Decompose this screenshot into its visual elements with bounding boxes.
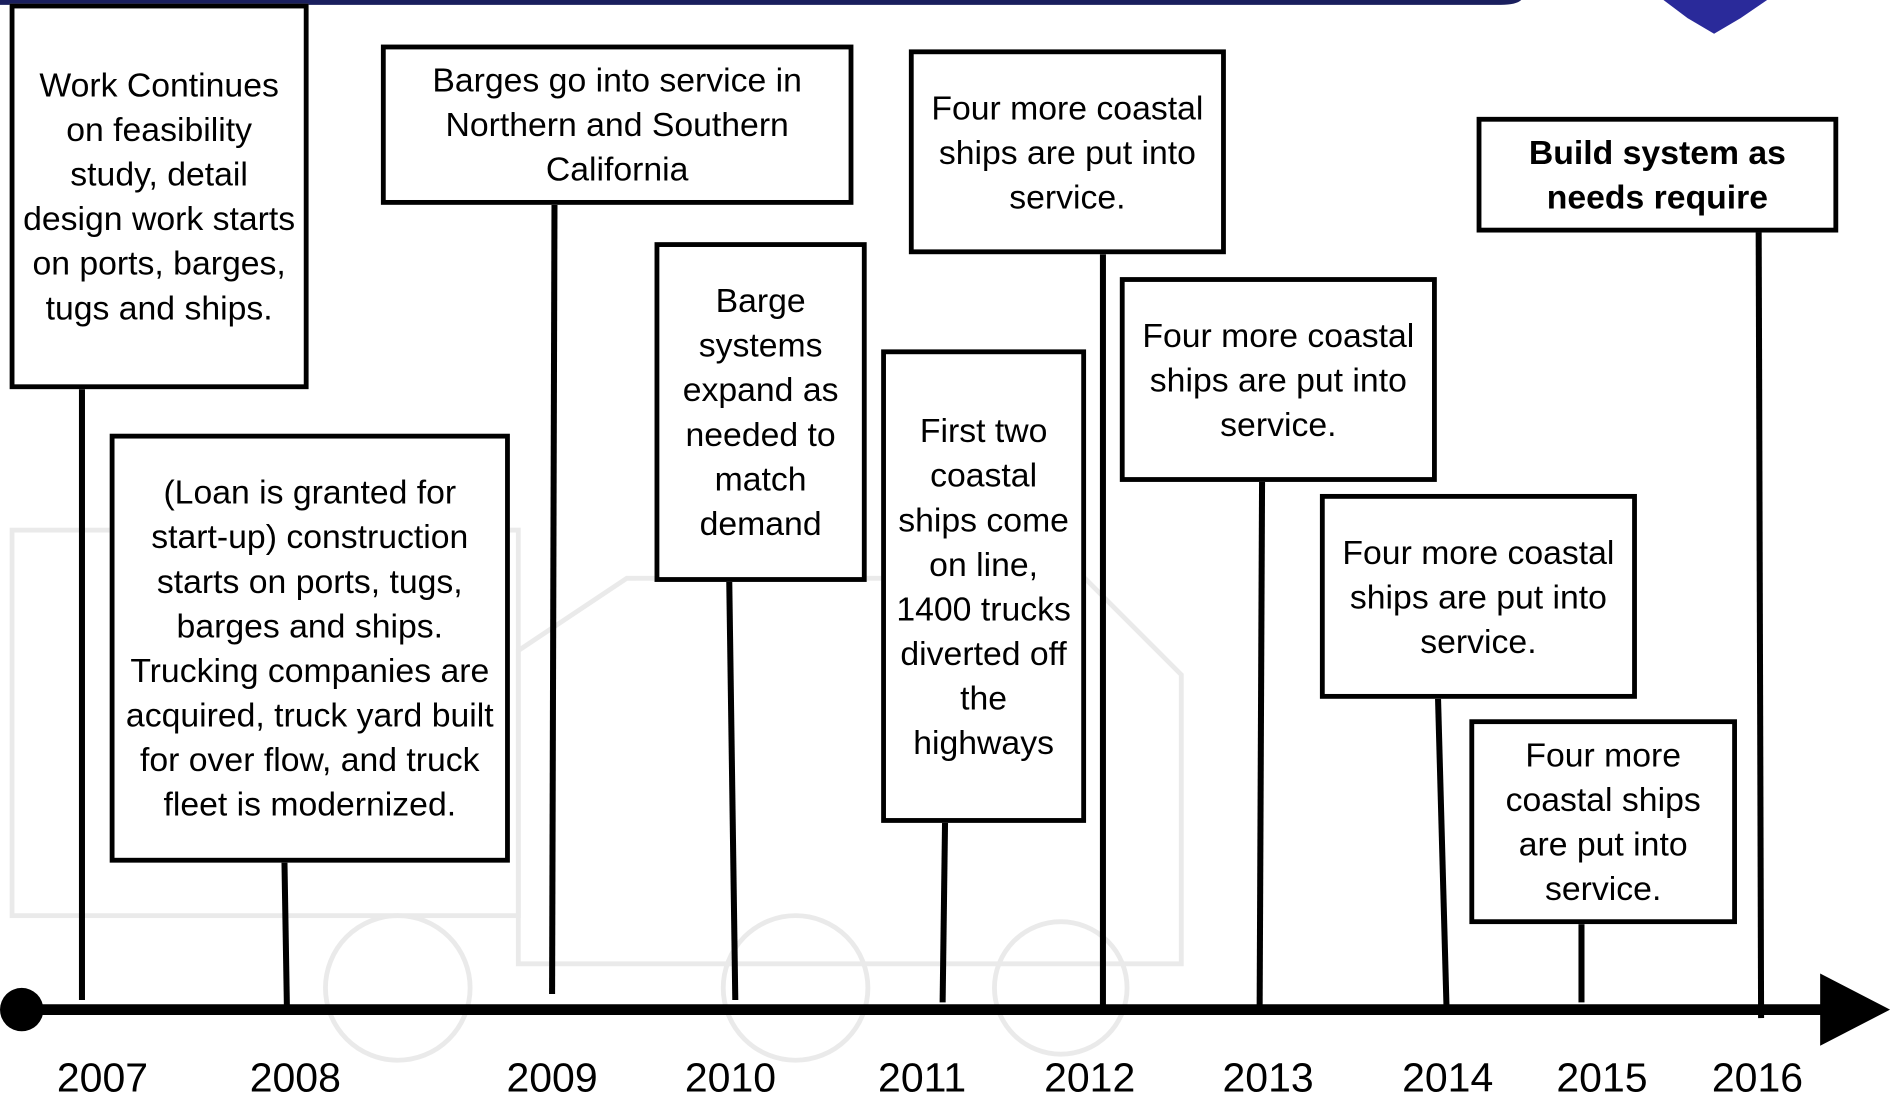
axis-start [0, 987, 44, 1032]
event-box: Four more coastal ships are put into ser… [908, 49, 1226, 255]
connector [281, 862, 290, 1007]
event-box: Four more coastal ships are put into ser… [1319, 493, 1637, 699]
event-box: Build system as needs require [1476, 116, 1839, 233]
year-label: 2016 [1711, 1055, 1804, 1102]
year-label: 2009 [506, 1055, 598, 1102]
connector [1256, 481, 1266, 1007]
year-label: 2013 [1222, 1055, 1314, 1102]
year-label: 2011 [878, 1055, 967, 1102]
year-label: 2010 [684, 1055, 777, 1102]
connector [549, 204, 558, 994]
connector [1435, 698, 1450, 1007]
connector [726, 581, 739, 1001]
event-box: (Loan is granted for start-up) construct… [109, 433, 510, 863]
connector [939, 822, 949, 1003]
event-box: First two coastal ships come on line, 14… [881, 349, 1087, 823]
event-box: Barges go into service in Northern and S… [380, 44, 854, 205]
logo [1663, 0, 1768, 34]
connector [1755, 232, 1765, 1019]
year-label: 2008 [249, 1055, 341, 1102]
year-label: 2012 [1044, 1055, 1136, 1102]
truck-watermark [9, 527, 1184, 1063]
axis-arrow [1820, 973, 1890, 1046]
header-bar [0, 0, 1522, 5]
event-box: Barge systems expand as needed to match … [654, 242, 867, 582]
event-box: Four more coastal ships are put into ser… [1119, 277, 1437, 482]
year-label: 2015 [1556, 1055, 1648, 1102]
event-box: Work Continues on feasibility study, det… [9, 3, 309, 390]
year-label: 2014 [1402, 1055, 1494, 1102]
event-box: Four more coastal ships are put into ser… [1469, 719, 1737, 925]
year-label: 2007 [56, 1055, 149, 1102]
